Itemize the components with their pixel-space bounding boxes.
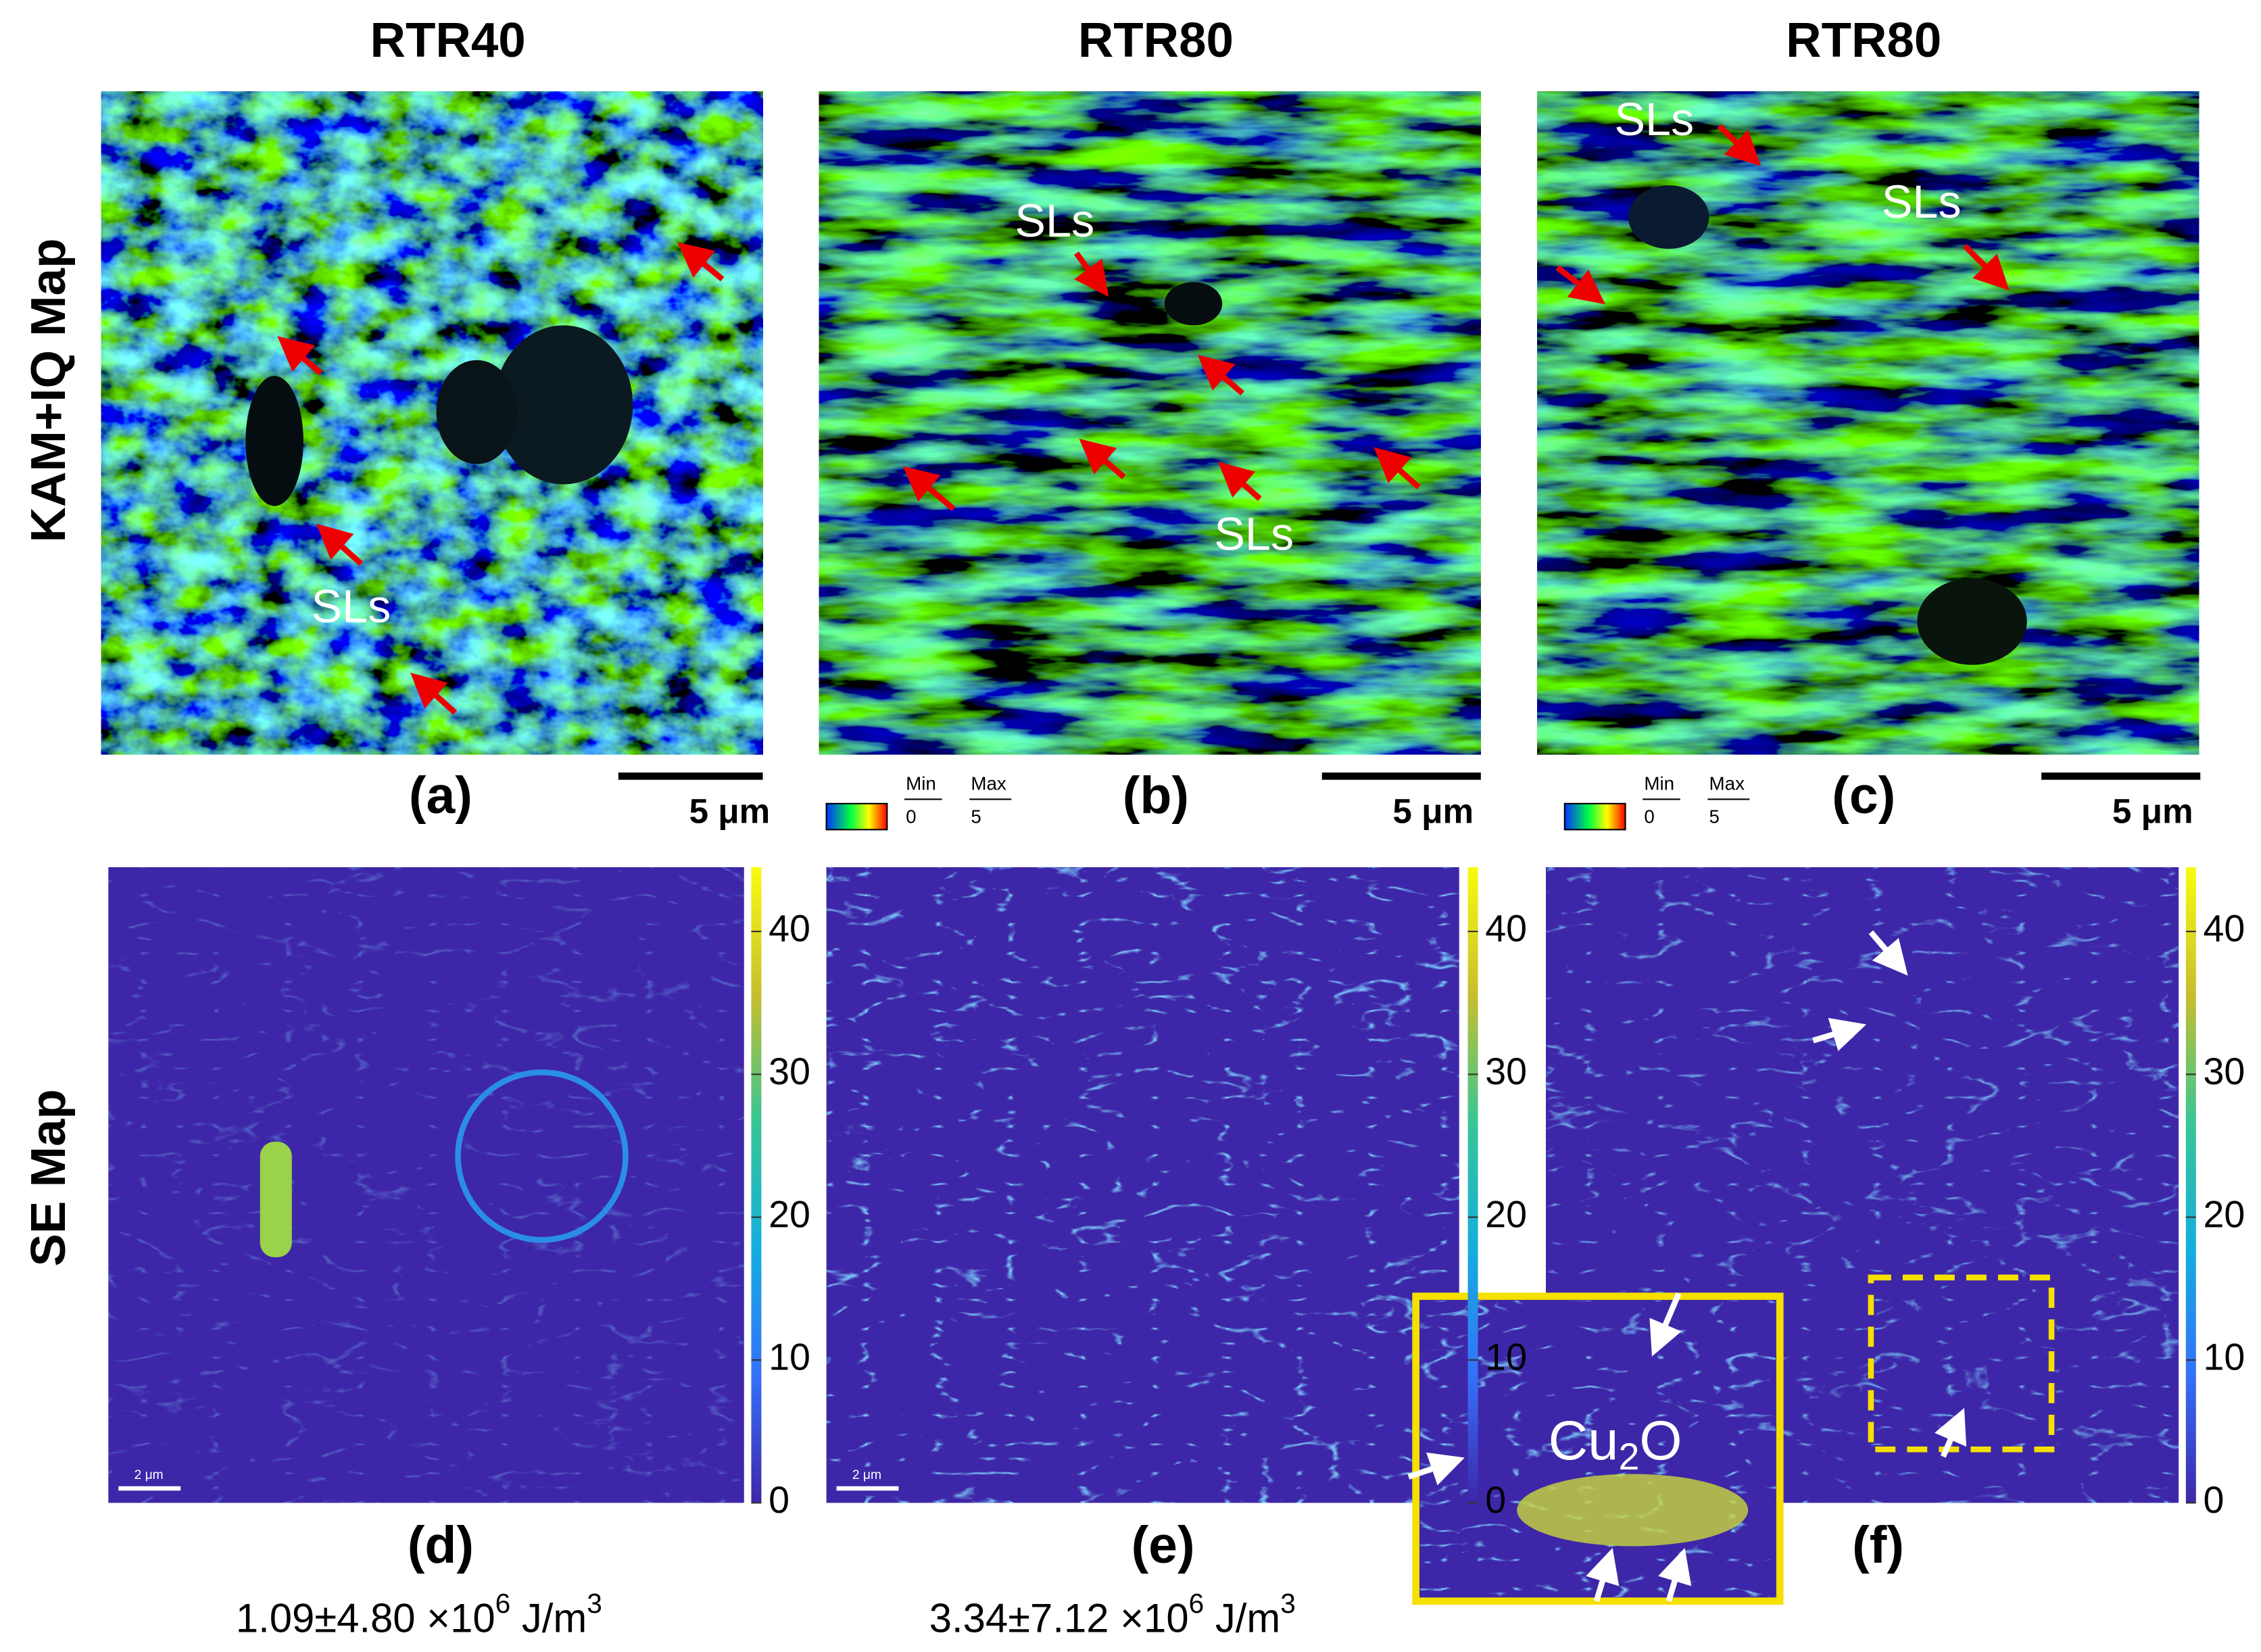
scale-label: 5 μm [1392, 792, 1474, 830]
small-scale-label: 2 μm [852, 1468, 881, 1482]
colorbar-tick-label: 40 [2204, 908, 2245, 950]
colorbar-tick-label: 20 [2204, 1193, 2245, 1235]
colorbar-tick-label: 30 [2204, 1050, 2245, 1092]
pore [1164, 282, 1223, 326]
colorbar-tick-label: 10 [1485, 1336, 1527, 1378]
annotation: SLs [1214, 509, 1294, 560]
legend-min-label: Min [1644, 773, 1674, 794]
inset: Cu2O [1407, 1292, 1784, 1605]
energy-unit-exp: 3 [1280, 1588, 1296, 1619]
panel-label: (d) [408, 1516, 474, 1574]
kam-map [101, 91, 763, 755]
pore [493, 325, 633, 485]
colorbar-tick-label: 10 [2204, 1336, 2245, 1378]
label-part: Cu [1549, 1410, 1619, 1472]
colorbar-tick-label: 30 [769, 1050, 810, 1092]
headings: RTR40 RTR80 RTR80 KAM+IQ Map SE Map [21, 13, 1941, 1267]
small-scale-label: 2 μm [135, 1468, 164, 1482]
colorbar-tick-label: 10 [769, 1336, 810, 1378]
energy-mean: 1.09±4.80 ×10 [236, 1595, 495, 1641]
energy-exp: 6 [1189, 1588, 1205, 1619]
colorbar-tick-label: 40 [769, 908, 810, 950]
kam-legend: Min 0 Max 5 [825, 773, 1012, 831]
kam-map [819, 91, 1481, 755]
column-title: RTR80 [1078, 13, 1234, 68]
zoom-region [1868, 1274, 2055, 1453]
label-part: O [1639, 1410, 1682, 1472]
energy-unit-exp: 3 [587, 1588, 602, 1619]
energy-exp: 6 [495, 1588, 511, 1619]
colorbar [1467, 867, 1478, 1503]
se-images: 2 μm 2 μm [108, 867, 2179, 1503]
top-captions: (a) (b) (c) 5 μm 5 μm 5 μm Min 0 Max 5 M… [409, 767, 2201, 831]
legend-max-label: Max [1709, 773, 1745, 794]
colorbar-tick-label: 30 [1485, 1050, 1527, 1092]
column-title: RTR40 [370, 13, 526, 68]
energy-mean: 3.34±7.12 ×10 [929, 1595, 1189, 1641]
annotation: SLs [1882, 176, 1962, 228]
pore [1628, 185, 1709, 249]
colorbar [2185, 867, 2196, 1503]
panel-label: (f) [1852, 1516, 1904, 1574]
legend-min: 0 [1644, 806, 1654, 827]
small-scale-bars [112, 1466, 909, 1496]
colorbar-tick-label: 20 [769, 1193, 810, 1235]
inset-label: Cu2O [1549, 1410, 1682, 1478]
panel-label: (a) [409, 767, 472, 825]
se-texture [826, 867, 1459, 1503]
kam-legend: Min 0 Max 5 [1563, 773, 1750, 831]
row-label: KAM+IQ Map [21, 239, 76, 543]
energy-label: 1.09±4.80 ×106 J/m3 [236, 1588, 602, 1641]
row-label: SE Map [21, 1089, 76, 1266]
legend-max: 5 [1709, 806, 1720, 827]
annotation: SLs [1614, 94, 1694, 145]
kam-map [1537, 91, 2199, 755]
hotspot [260, 1142, 292, 1258]
panel-label: (b) [1123, 767, 1189, 825]
se-texture [108, 867, 744, 1503]
scale-label: 5 μm [2112, 792, 2193, 830]
legend-min-label: Min [906, 773, 936, 794]
kam-images: SLs SLs SLs SLs SLs [101, 91, 2199, 755]
arrows [1812, 930, 1967, 1458]
legend-max-label: Max [971, 773, 1006, 794]
legend-max: 5 [971, 806, 981, 827]
energy-label: 3.34±7.12 ×106 J/m3 [929, 1588, 1296, 1641]
label-sub: 2 [1618, 1436, 1639, 1478]
pore [436, 360, 518, 464]
energy-unit: J/m [510, 1595, 587, 1641]
panel-label: (c) [1832, 767, 1895, 825]
pore [1917, 578, 2027, 665]
pore [245, 376, 303, 506]
colorbars: 0 10 20 30 40 0 10 20 30 40 0 10 20 30 40 [751, 867, 2245, 1521]
colorbar-tick-label: 0 [1485, 1479, 1506, 1521]
panel-label: (e) [1132, 1516, 1195, 1574]
annotation: SLs [1015, 195, 1094, 247]
annotation: SLs [311, 581, 391, 633]
arrows [277, 124, 2010, 715]
bottom-captions: (d) (e) (f) 1.09±4.80 ×106 J/m3 3.34±7.1… [236, 1516, 1904, 1641]
energy-unit: J/m [1204, 1595, 1280, 1641]
colorbar-tick-label: 40 [1485, 908, 1527, 950]
colorbar [751, 867, 762, 1503]
hotspot [455, 1069, 629, 1243]
colorbar-tick-label: 0 [769, 1479, 789, 1521]
scale-label: 5 μm [689, 792, 771, 830]
legend-min: 0 [906, 806, 916, 827]
colorbar-tick-label: 20 [1485, 1193, 1527, 1235]
column-title: RTR80 [1786, 13, 1941, 68]
colorbar-tick-label: 0 [2204, 1479, 2224, 1521]
